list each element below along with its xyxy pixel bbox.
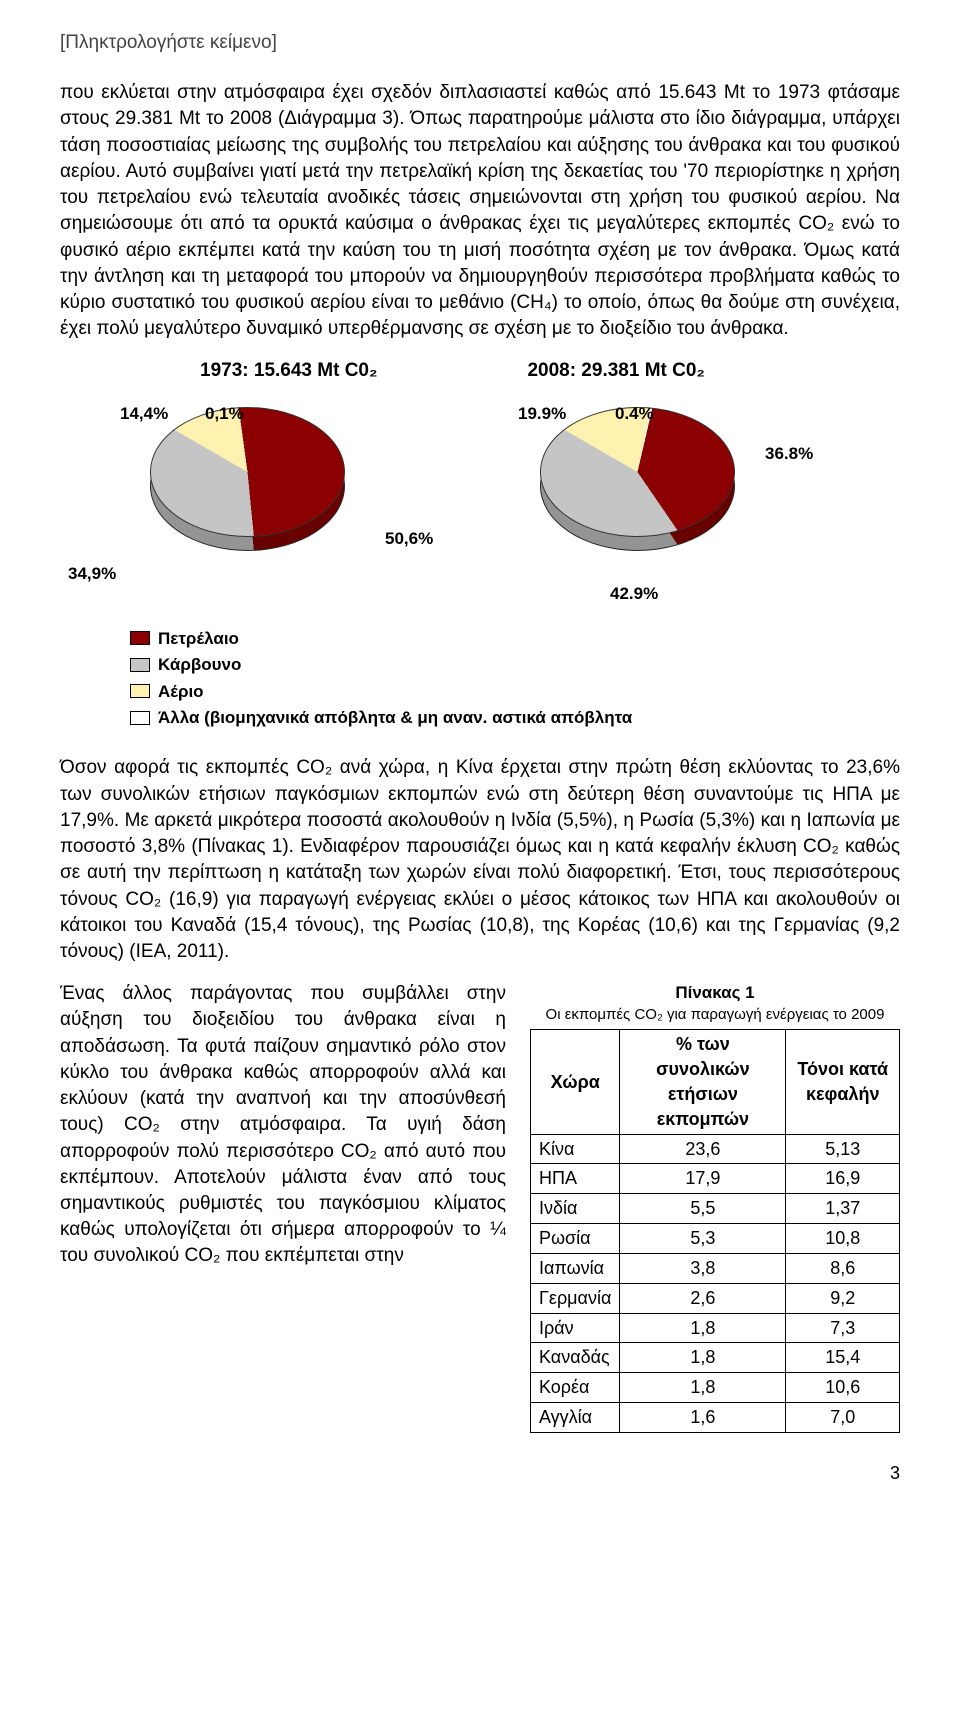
chart-titles-row: 1973: 15.643 Mt C0₂ 2008: 29.381 Mt C0₂	[60, 358, 900, 384]
table-row: Γερμανία2,69,2	[531, 1283, 900, 1313]
table-header-percap: Τόνοι κατά κεφαλήν	[786, 1030, 900, 1134]
emissions-table: Χώρα % των συνολικών ετήσιων εκπομπών Τό…	[530, 1029, 900, 1433]
legend-swatch	[130, 631, 150, 645]
table-cell-country: Κίνα	[531, 1134, 620, 1164]
table-cell-pct: 23,6	[620, 1134, 786, 1164]
chart-legend: Πετρέλαιο Κάρβουνο Αέριο Άλλα (βιομηχανι…	[130, 627, 900, 730]
chart2-coal-label: 42.9%	[610, 582, 658, 605]
table-row: Αγγλία1,67,0	[531, 1403, 900, 1433]
table-header-pct: % των συνολικών ετήσιων εκπομπών	[620, 1030, 786, 1134]
chart1-gas-label: 14,4%	[120, 402, 168, 425]
page-number: 3	[60, 1461, 900, 1486]
chart1-coal-label: 34,9%	[68, 562, 116, 585]
table-cell-pct: 5,3	[620, 1224, 786, 1254]
table-row: Ιράν1,87,3	[531, 1313, 900, 1343]
table-cell-percap: 10,8	[786, 1224, 900, 1254]
pie-chart-1973: 14,4% 0,1% 50,6% 34,9%	[150, 407, 345, 602]
table-cell-country: Γερμανία	[531, 1283, 620, 1313]
table-cell-percap: 8,6	[786, 1253, 900, 1283]
table-cell-pct: 1,6	[620, 1403, 786, 1433]
legend-swatch	[130, 684, 150, 698]
table-cell-country: Ινδία	[531, 1194, 620, 1224]
legend-item: Αέριο	[130, 680, 900, 703]
legend-swatch	[130, 711, 150, 725]
table-row: Καναδάς1,815,4	[531, 1343, 900, 1373]
table-cell-percap: 16,9	[786, 1164, 900, 1194]
table-cell-pct: 5,5	[620, 1194, 786, 1224]
lower-two-column: Ένας άλλος παράγοντας που συμβάλλει στην…	[60, 981, 900, 1433]
table-cell-percap: 1,37	[786, 1194, 900, 1224]
legend-label: Αέριο	[158, 680, 204, 703]
table-header-country: Χώρα	[531, 1030, 620, 1134]
table-title: Πίνακας 1	[530, 981, 900, 1004]
paragraph-3: Ένας άλλος παράγοντας που συμβάλλει στην…	[60, 981, 506, 1269]
table-cell-country: Καναδάς	[531, 1343, 620, 1373]
legend-label: Κάρβουνο	[158, 653, 241, 676]
legend-label: Άλλα (βιομηχανικά απόβλητα & μη αναν. ασ…	[158, 706, 632, 729]
table-cell-percap: 15,4	[786, 1343, 900, 1373]
legend-swatch	[130, 658, 150, 672]
legend-item: Κάρβουνο	[130, 653, 900, 676]
table-cell-country: Ιαπωνία	[531, 1253, 620, 1283]
pie-charts-row: 14,4% 0,1% 50,6% 34,9% 19.9% 0.4% 36.8% …	[60, 397, 900, 627]
chart2-oil-label: 36.8%	[765, 442, 813, 465]
table-cell-pct: 17,9	[620, 1164, 786, 1194]
chart1-oil-label: 50,6%	[385, 527, 433, 550]
table-row: Κίνα23,65,13	[531, 1134, 900, 1164]
table-cell-country: Αγγλία	[531, 1403, 620, 1433]
table-row: Κορέα1,810,6	[531, 1373, 900, 1403]
header-placeholder: [Πληκτρολογήστε κείμενο]	[60, 30, 900, 56]
table-cell-percap: 5,13	[786, 1134, 900, 1164]
table-row: Ινδία5,51,37	[531, 1194, 900, 1224]
table-cell-country: ΗΠΑ	[531, 1164, 620, 1194]
table-cell-pct: 1,8	[620, 1313, 786, 1343]
table-subtitle: Οι εκπομπές CO₂ για παραγωγή ενέργειας τ…	[530, 1005, 900, 1026]
chart1-other-label: 0,1%	[205, 402, 244, 425]
table-cell-country: Κορέα	[531, 1373, 620, 1403]
chart2-other-label: 0.4%	[615, 402, 654, 425]
pie-chart-2008: 19.9% 0.4% 36.8% 42.9%	[540, 407, 735, 602]
table-cell-percap: 10,6	[786, 1373, 900, 1403]
legend-item: Πετρέλαιο	[130, 627, 900, 650]
paragraph-2-intro: Όσον αφορά τις εκπομπές CO₂ ανά χώρα, η …	[60, 755, 900, 965]
chart2-gas-label: 19.9%	[518, 402, 566, 425]
legend-item: Άλλα (βιομηχανικά απόβλητα & μη αναν. ασ…	[130, 706, 900, 729]
table-row: Ρωσία5,310,8	[531, 1224, 900, 1254]
table-cell-pct: 1,8	[620, 1343, 786, 1373]
table-cell-country: Ρωσία	[531, 1224, 620, 1254]
legend-label: Πετρέλαιο	[158, 627, 239, 650]
table-cell-percap: 7,0	[786, 1403, 900, 1433]
paragraph-1: που εκλύεται στην ατμόσφαιρα έχει σχεδόν…	[60, 80, 900, 342]
table-cell-pct: 3,8	[620, 1253, 786, 1283]
table-cell-percap: 7,3	[786, 1313, 900, 1343]
table-cell-percap: 9,2	[786, 1283, 900, 1313]
chart1-title: 1973: 15.643 Mt C0₂	[200, 358, 377, 384]
table-row: ΗΠΑ17,916,9	[531, 1164, 900, 1194]
table-cell-country: Ιράν	[531, 1313, 620, 1343]
table-cell-pct: 1,8	[620, 1373, 786, 1403]
chart2-title: 2008: 29.381 Mt C0₂	[527, 358, 704, 384]
table-cell-pct: 2,6	[620, 1283, 786, 1313]
table-row: Ιαπωνία3,88,6	[531, 1253, 900, 1283]
